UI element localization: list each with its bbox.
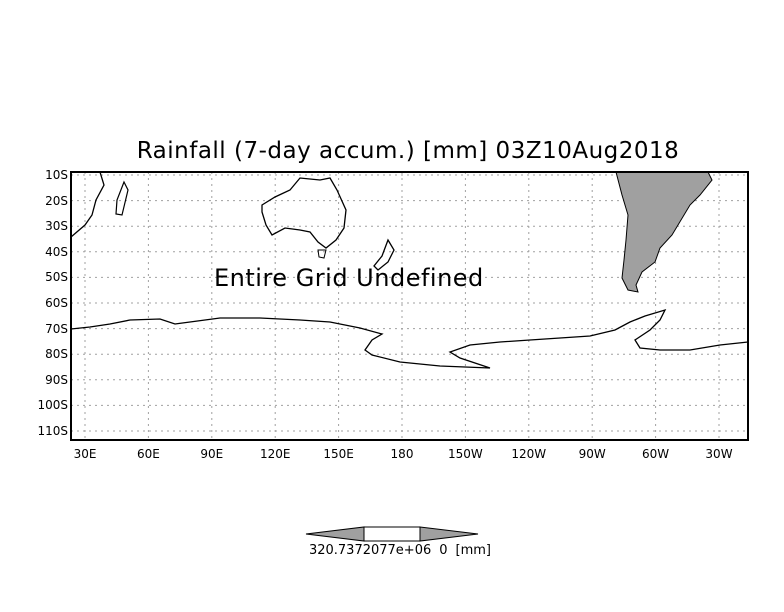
australia-coast — [261, 177, 347, 249]
lat-label: 90S — [45, 372, 68, 387]
colorbar-value-label: 320.7372077e+06 — [308, 543, 432, 558]
antarctica-coast — [70, 308, 749, 369]
lon-label: 90E — [200, 447, 224, 461]
lon-label: 180 — [390, 447, 414, 461]
lon-label: 150W — [448, 447, 483, 461]
lon-label: 120W — [511, 447, 547, 461]
lat-label: 80S — [45, 347, 68, 362]
colorbar-left-arrow — [305, 526, 365, 542]
lat-label: 40S — [45, 244, 68, 259]
lat-label: 100S — [37, 398, 68, 413]
lat-label: 70S — [45, 321, 68, 336]
lat-label: 60S — [45, 296, 68, 310]
south-america-land — [615, 171, 713, 293]
lat-label: 50S — [45, 270, 68, 285]
colorbar-labels: 320.7372077e+06 0 [mm] — [300, 543, 500, 559]
plot-title: Rainfall (7-day accum.) [mm] 03Z10Aug201… — [136, 138, 680, 164]
tasmania-coast — [317, 249, 327, 259]
lon-label: 30E — [73, 447, 97, 461]
colorbar-right-arrow — [419, 526, 479, 542]
lat-label: 30S — [45, 219, 68, 234]
colorbar-overlap-label: 0 — [439, 543, 448, 558]
colorbar-box — [363, 526, 421, 542]
lon-label: 90W — [578, 447, 606, 461]
madagascar-coast — [115, 180, 129, 216]
africa-coast — [70, 171, 105, 238]
undefined-grid-message: Entire Grid Undefined — [214, 264, 484, 292]
lon-label: 150E — [323, 447, 354, 461]
colorbar-unit: [mm] — [455, 543, 492, 558]
map-frame — [70, 171, 749, 441]
lat-label: 110S — [37, 424, 68, 438]
lat-label: 10S — [45, 168, 68, 182]
lon-label: 60E — [136, 447, 160, 461]
lat-label: 20S — [45, 193, 68, 208]
new-zealand-coast — [373, 238, 395, 271]
lon-label: 30W — [705, 447, 733, 461]
lon-label: 120E — [259, 447, 291, 461]
lon-label: 60W — [642, 447, 670, 461]
